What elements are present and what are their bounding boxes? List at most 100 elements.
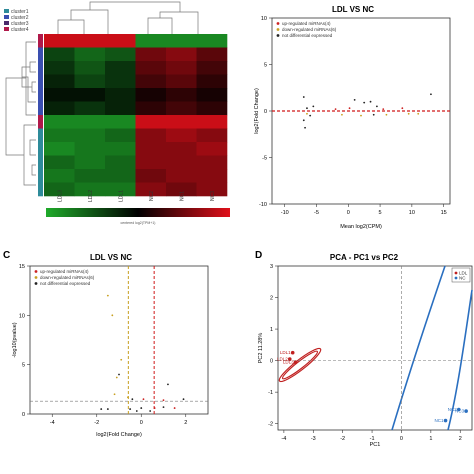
heatmap-cell	[44, 47, 75, 62]
y-tick-label: 3	[270, 264, 273, 270]
heatmap-cell	[166, 142, 197, 156]
legend-label: down-regulated miRNAs(6)	[40, 275, 95, 280]
row-cluster-marker	[38, 61, 43, 75]
heatmap-cell	[166, 74, 197, 89]
data-point	[302, 119, 305, 122]
data-point	[142, 398, 145, 401]
heatmap-legend: cluster1 cluster2 cluster3 cluster4	[4, 9, 29, 33]
data-point	[182, 398, 185, 401]
x-tick-label: 0	[140, 420, 143, 426]
heatmap-cell	[74, 155, 106, 170]
point-label: LDL2	[277, 357, 288, 362]
heatmap-cell	[74, 74, 106, 89]
volcano-plot-axes: -4 -2 0 2 0 5 10 15	[19, 264, 208, 426]
data-point	[372, 113, 375, 116]
heatmap-cell	[105, 128, 136, 143]
x-tick-label: 2	[459, 436, 462, 442]
heatmap-cell	[44, 182, 75, 197]
volcano-plot-xlabel: log2(Fold Change)	[96, 432, 142, 438]
legend-label: not differential expressed	[282, 33, 333, 38]
data-point	[162, 406, 165, 408]
data-point	[382, 108, 385, 111]
heatmap-cell	[135, 155, 167, 170]
pca-plot-title: PCA - PC1 vs PC2	[330, 253, 399, 262]
heatmap-cell	[196, 61, 228, 75]
heatmap-cell	[74, 128, 106, 143]
data-point	[353, 98, 356, 101]
heatmap-cell	[44, 88, 75, 102]
legend-marker	[276, 22, 280, 25]
y-tick-label: -1	[268, 390, 273, 396]
heatmap-cell	[135, 169, 167, 183]
data-point	[293, 360, 298, 364]
legend-label: up-regulated miRNAs(4)	[40, 269, 89, 274]
data-point	[140, 407, 143, 409]
point-label: LDL3	[283, 360, 294, 365]
heatmap-cell	[105, 182, 136, 197]
panel-letter-d: D	[255, 250, 262, 261]
heatmap-cell	[135, 115, 167, 129]
row-cluster-marker	[38, 34, 43, 48]
legend-label-cluster1: cluster1	[11, 9, 29, 15]
data-point	[360, 114, 362, 117]
volcano-plot-frame	[29, 265, 209, 415]
pca-plot-panel: PCA - PC1 vs PC2 -4 -3 -2 -1 0 1 2 3 2 1 0 -1 -2 LDL…	[258, 253, 473, 448]
data-point	[129, 408, 132, 410]
heatmap-cell	[74, 115, 106, 129]
ma-plot-ylabel: log2(Fold Change)	[254, 88, 260, 134]
data-point	[385, 113, 388, 116]
heatmap-cell	[166, 128, 197, 143]
data-point	[302, 96, 305, 98]
heatmap-cell	[166, 155, 197, 170]
data-point	[287, 357, 292, 361]
legend-swatch-cluster1	[4, 9, 9, 13]
data-point	[417, 112, 420, 115]
data-point	[118, 373, 120, 376]
row-cluster-marker	[38, 101, 43, 116]
pca-plot-xlabel: PC1	[370, 442, 381, 448]
heatmap-cell	[196, 74, 228, 89]
data-point	[120, 358, 123, 361]
data-point	[430, 93, 432, 96]
data-point	[290, 350, 295, 355]
legend-label: not differential expressed	[40, 281, 91, 286]
pca-plot-ylabel: PC2 11.28%	[258, 333, 264, 364]
heatmap-cell	[105, 101, 136, 116]
row-cluster-marker	[38, 128, 43, 143]
y-tick-label: -10	[259, 202, 267, 208]
data-point	[456, 407, 461, 412]
ma-plot-axes: -10 -5 0 5 10 15 10 5 0 -5 -10	[259, 16, 450, 216]
data-point	[306, 107, 308, 110]
point-label: NC3	[455, 409, 464, 414]
heatmap-cell	[105, 115, 136, 129]
x-tick-label: -2	[94, 420, 99, 426]
point-label: NC1	[435, 418, 444, 423]
x-tick-label: 0	[400, 436, 403, 442]
volcano-plot-legend: up-regulated miRNAs(4)down-regulated miR…	[34, 269, 95, 286]
data-point	[167, 383, 169, 386]
x-tick-label: -3	[311, 436, 316, 442]
data-point	[111, 314, 114, 317]
heatmap-cell	[44, 61, 75, 75]
data-point	[341, 113, 343, 116]
legend-label-cluster4: cluster4	[11, 27, 29, 33]
data-point	[106, 294, 109, 297]
heatmap-cell	[74, 142, 106, 156]
heatmap-cell	[166, 88, 197, 102]
volcano-plot-panel: LDL VS NC -4 -2 0 2 0 5 10 15 up-regulated miRN…	[12, 253, 209, 438]
heatmap-cell	[135, 182, 167, 197]
data-point	[304, 126, 306, 129]
heatmap-column-label: NC3	[210, 191, 216, 201]
legend-label: up-regulated miRNAs(4)	[282, 21, 331, 26]
legend-swatch-cluster3	[4, 21, 9, 25]
row-cluster-marker	[38, 182, 43, 197]
data-point	[306, 112, 308, 115]
ma-plot-points	[302, 93, 432, 129]
pca-plot-frame	[277, 265, 473, 431]
heatmap-cell	[196, 155, 228, 170]
y-tick-label: 0	[270, 359, 273, 365]
heatmap-panel: cluster1 cluster2 cluster3 cluster4	[4, 1, 230, 225]
heatmap-cell	[135, 88, 167, 102]
y-tick-label: 1	[270, 327, 273, 333]
